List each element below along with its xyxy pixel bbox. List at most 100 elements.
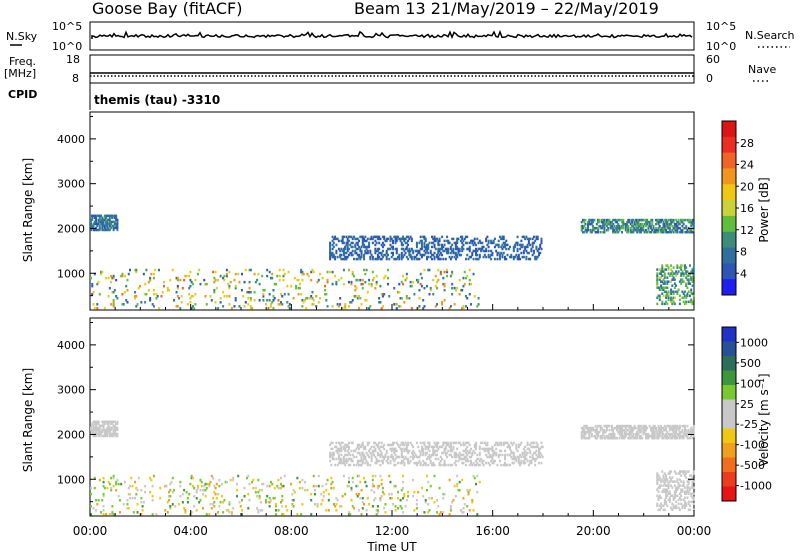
velocity-echo-cell	[540, 461, 543, 465]
power-echo-cell	[667, 224, 670, 228]
power-echo-cell	[466, 253, 469, 257]
velocity-echo-cell	[342, 474, 345, 478]
velocity-echo-cell	[458, 480, 461, 484]
velocity-echo-cell	[96, 428, 99, 432]
velocity-echo-cell	[621, 428, 624, 432]
power-echo-cell	[451, 282, 454, 286]
power-echo-cell	[678, 302, 681, 306]
power-echo-cell	[363, 257, 366, 261]
velocity-echo-cell	[380, 482, 383, 486]
power-echo-cell	[395, 303, 398, 306]
power-echo-cell	[681, 224, 684, 228]
power-echo-cell	[188, 286, 191, 290]
power-echo-cell	[610, 226, 613, 230]
power-echo-cell	[503, 241, 506, 245]
velocity-echo-cell	[356, 459, 359, 463]
velocity-echo-cell	[112, 424, 115, 428]
velocity-echo-cell	[588, 434, 591, 438]
velocity-echo-cell	[344, 459, 347, 463]
power-echo-cell	[680, 218, 683, 222]
power-echo-cell	[691, 278, 694, 281]
power-echo-cell	[685, 230, 688, 234]
velocity-echo-cell	[397, 455, 400, 459]
power-echo-cell	[225, 274, 228, 278]
velocity-echo-cell	[641, 426, 644, 430]
power-echo-cell	[425, 257, 428, 261]
velocity-echo-cell	[429, 484, 432, 488]
velocity-echo-cell	[322, 490, 325, 494]
power-echo-cell	[398, 282, 401, 286]
power-echo-cell	[496, 257, 499, 261]
freq-label: Freq.	[9, 55, 36, 68]
power-echo-cell	[457, 249, 460, 253]
power-echo-cell	[359, 249, 362, 253]
power-echo-cell	[688, 220, 691, 224]
velocity-echo-cell	[638, 436, 641, 440]
velocity-echo-cell	[675, 430, 678, 434]
power-echo-cell	[409, 280, 412, 284]
velocity-echo-cell	[464, 451, 467, 455]
power-echo-cell	[690, 290, 693, 294]
power-echo-cell	[253, 290, 256, 294]
power-echo-cell	[429, 288, 432, 292]
power-echo-cell	[344, 247, 347, 251]
power-echo-cell	[670, 296, 673, 300]
power-echo-cell	[359, 235, 362, 239]
velocity-echo-cell	[467, 451, 470, 455]
velocity-echo-cell	[636, 430, 639, 434]
power-echo-cell	[681, 270, 684, 273]
velocity-echo-cell	[371, 474, 374, 478]
power-echo-cell	[420, 276, 423, 280]
power-colorbar-tick-label: 28	[740, 137, 754, 150]
velocity-echo-cell	[101, 430, 104, 434]
power-echo-cell	[271, 272, 274, 276]
velocity-echo-cell	[422, 447, 425, 451]
velocity-echo-cell	[530, 441, 533, 445]
velocity-echo-cell	[405, 498, 408, 502]
velocity-echo-cell	[485, 447, 488, 451]
power-echo-cell	[580, 220, 583, 224]
velocity-echo-cell	[383, 492, 386, 496]
velocity-echo-cell	[526, 451, 529, 455]
velocity-echo-cell	[672, 428, 675, 432]
velocity-echo-cell	[195, 496, 198, 500]
power-echo-cell	[356, 278, 359, 282]
velocity-echo-cell	[678, 472, 681, 475]
velocity-echo-cell	[399, 443, 402, 447]
velocity-echo-cell	[604, 430, 607, 434]
velocity-echo-cell	[370, 445, 373, 449]
velocity-echo-cell	[537, 461, 540, 465]
velocity-echo-cell	[628, 426, 631, 430]
power-echo-cell	[466, 235, 469, 239]
velocity-echo-cell	[427, 445, 430, 449]
velocity-echo-cell	[134, 496, 137, 500]
power-echo-cell	[534, 257, 537, 261]
power-echo-cell	[225, 294, 228, 298]
velocity-echo-cell	[214, 492, 217, 496]
velocity-echo-cell	[209, 503, 212, 506]
power-echo-cell	[580, 226, 583, 230]
velocity-echo-cell	[607, 436, 610, 440]
power-echo-cell	[691, 284, 694, 287]
power-echo-cell	[595, 222, 598, 226]
velocity-echo-cell	[621, 424, 624, 428]
velocity-echo-cell	[515, 457, 518, 461]
velocity-echo-cell	[449, 443, 452, 447]
velocity-echo-cell	[529, 455, 532, 459]
power-echo-cell	[331, 235, 334, 239]
velocity-echo-cell	[137, 476, 140, 480]
velocity-echo-cell	[660, 506, 663, 510]
power-echo-cell	[614, 230, 617, 234]
power-echo-cell	[583, 218, 586, 222]
power-echo-cell	[173, 299, 176, 302]
velocity-echo-cell	[336, 451, 339, 455]
power-echo-cell	[108, 220, 111, 224]
velocity-echo-cell	[660, 430, 663, 434]
power-echo-cell	[646, 222, 649, 226]
velocity-echo-cell	[407, 441, 410, 445]
velocity-echo-cell	[412, 455, 415, 459]
power-echo-cell	[454, 243, 457, 247]
velocity-echo-cell	[96, 503, 99, 506]
power-echo-cell	[485, 237, 488, 241]
velocity-echo-cell	[517, 455, 520, 459]
